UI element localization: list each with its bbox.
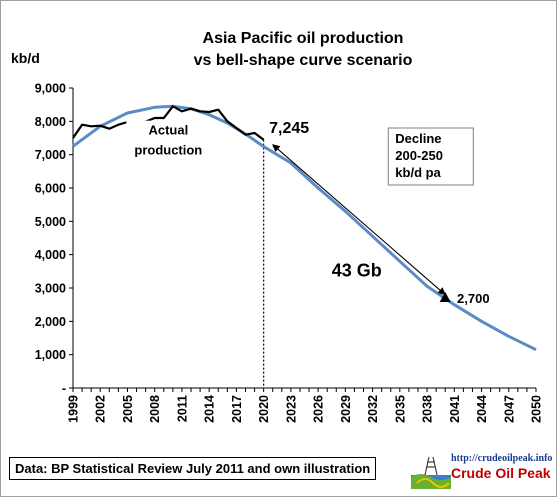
cumulative-label: 43 Gb (332, 260, 382, 280)
x-tick-label: 2029 (339, 395, 353, 423)
x-tick-label: 2026 (312, 395, 326, 423)
oil-rig-icon (411, 456, 451, 489)
x-tick-label: 2002 (94, 395, 108, 423)
chart-subtitle: vs bell-shape curve scenario (194, 52, 413, 69)
x-tick-label: 2020 (257, 395, 271, 423)
y-tick-label: 7,000 (35, 148, 66, 162)
chart-title: Asia Pacific oil production (203, 30, 404, 47)
crude-oil-peak-logo: http://crudeoilpeak.info Crude Oil Peak (411, 453, 553, 491)
y-tick-label: 4,000 (35, 248, 66, 262)
end-point-marker (439, 292, 451, 302)
y-tick-label: 9,000 (35, 82, 66, 96)
annotations: Actual production 7,245 2,700 Decline 20… (126, 117, 490, 306)
decline-label-line3: kb/d pa (395, 165, 441, 180)
decline-box (387, 127, 474, 186)
actual-production-label-line2: production (134, 143, 202, 158)
y-tick-label: 5,000 (35, 215, 66, 229)
actual-production-label-line1: Actual (148, 123, 188, 138)
start-value-label: 7,245 (269, 120, 309, 137)
logo-name: Crude Oil Peak (451, 465, 551, 481)
x-ticks: 1999 2002 2005 2008 2011 2014 2017 2020 2023 2026… (67, 388, 544, 423)
x-tick-label: 2047 (502, 395, 516, 423)
x-tick-label: 2005 (121, 395, 135, 423)
x-tick-label: 2011 (175, 395, 189, 422)
y-tick-label: - (62, 382, 66, 396)
y-ticks: - 1,000 2,000 3,000 4,000 5,000 6,000 7,000 8,00… (35, 82, 73, 396)
x-tick-label: 2050 (530, 395, 544, 423)
actual-production-box (126, 120, 211, 159)
end-value-label: 2,700 (457, 291, 490, 306)
x-tick-label: 2014 (203, 395, 217, 423)
source-footnote: Data: BP Statistical Review July 2011 an… (9, 457, 377, 480)
y-tick-label: 1,000 (35, 348, 66, 362)
x-tick-label: 2035 (393, 395, 407, 423)
x-tick-label: 2038 (421, 395, 435, 423)
y-tick-label: 2,000 (35, 315, 66, 329)
y-tick-label: 6,000 (35, 182, 66, 196)
decline-label-line1: Decline (395, 131, 441, 146)
y-tick-label: 3,000 (35, 282, 66, 296)
x-tick-label: 1999 (67, 395, 81, 423)
y-axis-label: kb/d (11, 50, 40, 66)
x-tick-label: 2041 (448, 395, 462, 423)
x-tick-label: 2044 (475, 395, 489, 423)
x-tick-label: 2008 (148, 395, 162, 423)
y-tick-label: 8,000 (35, 115, 66, 129)
series-group (72, 104, 537, 388)
x-tick-label: 2023 (284, 395, 298, 423)
x-tick-label: 2032 (366, 395, 380, 423)
start-value-box (266, 117, 315, 137)
logo-url[interactable]: http://crudeoilpeak.info (451, 453, 553, 464)
decline-arrow (272, 144, 446, 296)
x-tick-label: 2017 (230, 395, 244, 423)
decline-label-line2: 200-250 (395, 148, 443, 163)
series-line (72, 105, 265, 141)
